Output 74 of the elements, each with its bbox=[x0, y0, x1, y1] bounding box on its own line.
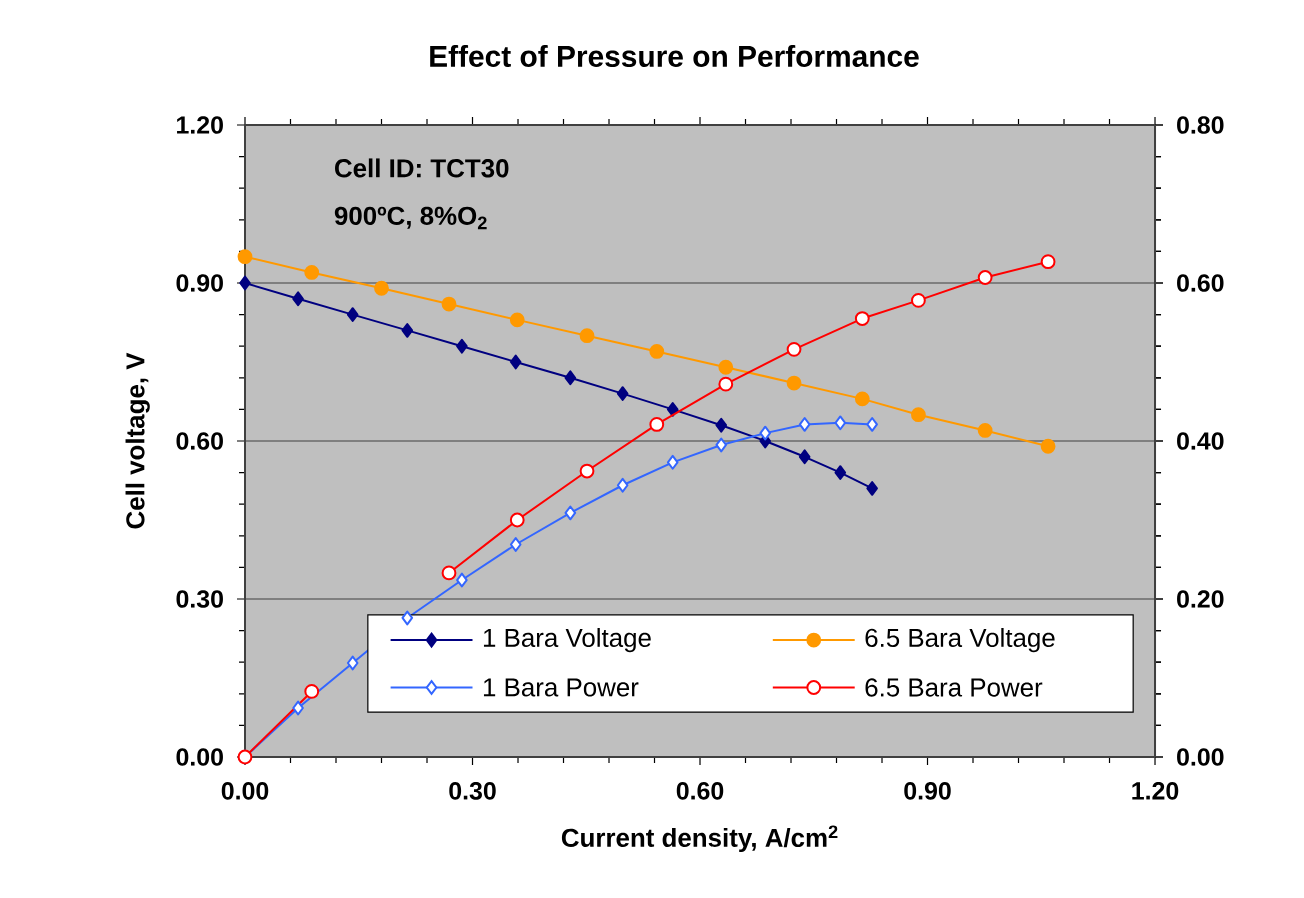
point bbox=[346, 307, 359, 322]
annotation: Cell ID: TCT30 bbox=[335, 158, 509, 178]
point bbox=[834, 415, 847, 431]
point bbox=[718, 376, 734, 392]
point bbox=[786, 375, 802, 391]
point bbox=[509, 537, 522, 552]
point bbox=[854, 391, 870, 407]
point bbox=[854, 311, 870, 326]
point bbox=[564, 370, 577, 386]
point bbox=[977, 270, 993, 285]
y2-tick-label: 0.80 bbox=[1177, 116, 1224, 134]
point bbox=[304, 684, 320, 699]
legend-label: 6.5 Bara Voltage bbox=[865, 628, 1055, 653]
legend-label: 1 Bara Power bbox=[483, 678, 639, 697]
y-tick-label: 0.90 bbox=[176, 274, 223, 292]
point bbox=[346, 655, 359, 671]
point bbox=[579, 463, 595, 479]
point bbox=[579, 328, 595, 344]
point bbox=[237, 249, 253, 265]
point bbox=[911, 292, 926, 308]
point bbox=[911, 407, 926, 423]
point bbox=[401, 610, 414, 626]
point bbox=[564, 505, 577, 521]
y-tick-label: 1.20 bbox=[177, 116, 223, 134]
point bbox=[715, 417, 728, 433]
y2-tick-label: 0.00 bbox=[1177, 748, 1224, 766]
point bbox=[441, 296, 457, 312]
point bbox=[715, 437, 728, 453]
point bbox=[509, 312, 525, 328]
point bbox=[239, 275, 251, 291]
point bbox=[798, 417, 811, 432]
point bbox=[798, 449, 811, 465]
point bbox=[304, 265, 320, 280]
point bbox=[401, 322, 414, 338]
point bbox=[509, 354, 522, 370]
y2-tick-label: 0.40 bbox=[1177, 432, 1224, 450]
legend-label: 1 Bara Voltage bbox=[483, 628, 651, 653]
point bbox=[834, 465, 847, 480]
point bbox=[509, 512, 525, 528]
annotation: 900ºC, 8%O$_{2}$ bbox=[334, 206, 487, 230]
y2-tick-label: 0.60 bbox=[1177, 274, 1224, 292]
y-tick-label: 0.30 bbox=[176, 590, 223, 608]
point bbox=[456, 338, 468, 354]
point bbox=[649, 417, 665, 432]
point bbox=[666, 401, 679, 417]
y-tick-label: 0.60 bbox=[176, 432, 223, 450]
point bbox=[616, 477, 629, 493]
point bbox=[866, 417, 878, 432]
legend-label: 6.5 Bara Power bbox=[865, 678, 1043, 697]
x-tick-label: 1.20 bbox=[1132, 782, 1179, 800]
point bbox=[292, 700, 304, 716]
point bbox=[759, 425, 772, 441]
point bbox=[1040, 438, 1056, 454]
point bbox=[616, 386, 629, 401]
point bbox=[441, 565, 457, 581]
point bbox=[1040, 254, 1056, 270]
point bbox=[456, 572, 468, 588]
x-tick-label: 0.60 bbox=[676, 782, 724, 800]
point bbox=[374, 280, 389, 296]
x-tick-label: 0.90 bbox=[904, 782, 951, 800]
x-tick-label: 0.00 bbox=[221, 782, 269, 800]
point bbox=[649, 344, 665, 359]
point bbox=[786, 341, 802, 357]
x-axis-title: Current density, A/cm$^{2}$ bbox=[561, 825, 838, 853]
point bbox=[292, 291, 304, 307]
y2-tick-label: 0.20 bbox=[1177, 590, 1224, 608]
point bbox=[718, 359, 734, 375]
y-tick-label: 0.00 bbox=[176, 748, 223, 766]
point bbox=[866, 481, 878, 496]
chart-title: Effect of Pressure on Performance bbox=[430, 45, 919, 67]
point bbox=[666, 454, 679, 470]
y-axis-title: Cell voltage, V bbox=[125, 352, 150, 529]
x-tick-label: 0.30 bbox=[449, 782, 496, 800]
point bbox=[977, 423, 993, 438]
